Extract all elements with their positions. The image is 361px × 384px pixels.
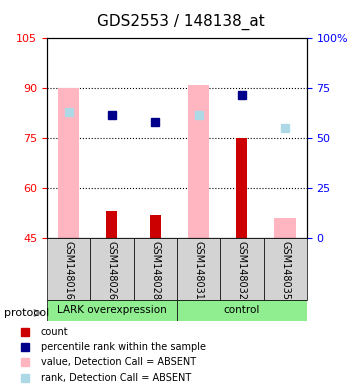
Text: percentile rank within the sample: percentile rank within the sample [41, 342, 206, 352]
Bar [236, 138, 247, 238]
FancyBboxPatch shape [177, 238, 220, 300]
Bar [188, 85, 209, 238]
Text: count: count [41, 327, 69, 337]
Text: rank, Detection Call = ABSENT: rank, Detection Call = ABSENT [41, 373, 191, 383]
Bar [274, 218, 296, 238]
Text: control: control [224, 305, 260, 315]
Text: LARK overexpression: LARK overexpression [57, 305, 167, 315]
FancyBboxPatch shape [177, 300, 307, 321]
FancyBboxPatch shape [90, 238, 134, 300]
Text: GSM148026: GSM148026 [107, 241, 117, 300]
Text: GSM148028: GSM148028 [150, 241, 160, 300]
FancyBboxPatch shape [134, 238, 177, 300]
FancyBboxPatch shape [264, 238, 307, 300]
Text: GSM148031: GSM148031 [193, 241, 204, 300]
Text: protocol: protocol [4, 308, 49, 318]
Bar [150, 215, 161, 238]
FancyBboxPatch shape [220, 238, 264, 300]
Text: GDS2553 / 148138_at: GDS2553 / 148138_at [97, 13, 264, 30]
Text: GSM148016: GSM148016 [64, 241, 74, 300]
Text: GSM148032: GSM148032 [237, 241, 247, 300]
Text: value, Detection Call = ABSENT: value, Detection Call = ABSENT [41, 358, 196, 367]
Bar [106, 212, 117, 238]
Bar [58, 88, 79, 238]
Text: GSM148035: GSM148035 [280, 241, 290, 300]
FancyBboxPatch shape [47, 238, 90, 300]
FancyBboxPatch shape [47, 300, 177, 321]
